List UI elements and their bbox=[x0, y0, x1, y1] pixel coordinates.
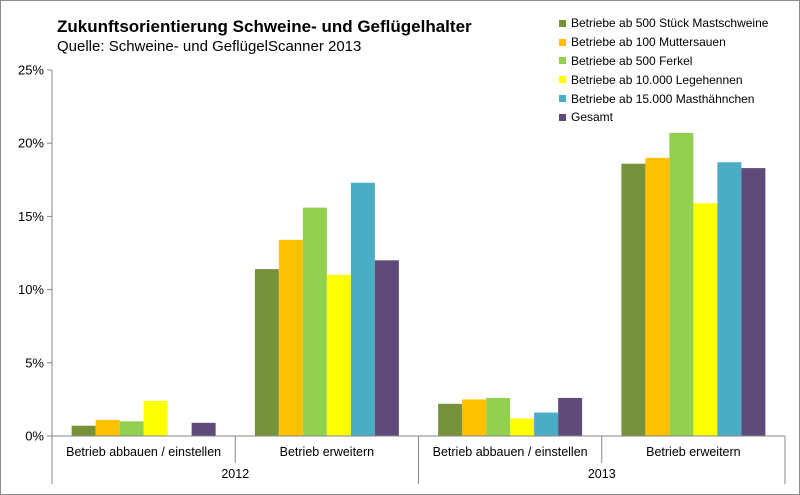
y-tick-label: 5% bbox=[25, 355, 44, 370]
legend-label: Betriebe ab 100 Muttersauen bbox=[571, 35, 726, 50]
legend-label: Betriebe ab 15.000 Masthähnchen bbox=[571, 91, 755, 106]
x-category-label: Betrieb erweitern bbox=[280, 445, 375, 459]
legend-swatch bbox=[559, 19, 566, 27]
legend-swatch bbox=[559, 95, 566, 103]
bar-6-1 bbox=[191, 422, 216, 436]
y-tick-label: 0% bbox=[25, 429, 44, 444]
legend: Betriebe ab 500 Stück Mastschweine Betrie… bbox=[559, 14, 768, 127]
bar-6-3 bbox=[558, 397, 583, 436]
x-category-label: Betrieb abbauen / einstellen bbox=[66, 445, 221, 459]
bar-2-3 bbox=[462, 399, 487, 436]
bar-3-2 bbox=[302, 207, 327, 436]
chart-subtitle: Quelle: Schweine- und GeflügelScanner 20… bbox=[57, 38, 362, 55]
bar-1-3 bbox=[438, 403, 463, 436]
bar-1-2 bbox=[254, 269, 279, 436]
bar-4-3 bbox=[510, 418, 535, 436]
bar-3-4 bbox=[669, 132, 694, 436]
bar-4-4 bbox=[693, 203, 718, 436]
legend-swatch bbox=[559, 76, 566, 84]
y-tick-label: 15% bbox=[18, 209, 44, 224]
bar-5-4 bbox=[717, 162, 742, 436]
bar-4-2 bbox=[326, 274, 351, 436]
y-tick-label: 20% bbox=[18, 136, 44, 151]
y-tick-label: 10% bbox=[18, 282, 44, 297]
legend-item: Betriebe ab 15.000 Masthähnchen bbox=[559, 89, 768, 108]
bar-3-1 bbox=[119, 421, 144, 436]
chart-title: Zukunftsorientierung Schweine- und Geflü… bbox=[57, 17, 472, 36]
bar-4-1 bbox=[143, 400, 168, 436]
x-category-label: Betrieb abbauen / einstellen bbox=[433, 445, 588, 459]
x-group-label: 2012 bbox=[221, 467, 249, 481]
bar-2-1 bbox=[95, 419, 120, 436]
bar-1-1 bbox=[71, 425, 96, 436]
bar-6-4 bbox=[741, 168, 766, 436]
legend-item: Gesamt bbox=[559, 108, 768, 127]
legend-label: Betriebe ab 10.000 Legehennen bbox=[571, 72, 743, 87]
bar-1-4 bbox=[621, 163, 646, 437]
bar-5-3 bbox=[534, 412, 559, 436]
legend-item: Betriebe ab 10.000 Legehennen bbox=[559, 70, 768, 89]
legend-item: Betriebe ab 500 Stück Mastschweine bbox=[559, 14, 768, 33]
legend-item: Betriebe ab 500 Ferkel bbox=[559, 52, 768, 71]
y-tick-label: 25% bbox=[18, 63, 44, 78]
legend-swatch bbox=[559, 113, 566, 121]
bar-5-2 bbox=[350, 182, 375, 436]
x-group-label: 2013 bbox=[588, 467, 616, 481]
bar-3-3 bbox=[486, 397, 511, 436]
bar-2-4 bbox=[645, 157, 670, 436]
legend-label: Betriebe ab 500 Stück Mastschweine bbox=[571, 16, 769, 31]
legend-swatch bbox=[559, 57, 566, 65]
bar-2-2 bbox=[278, 239, 303, 436]
x-category-label: Betrieb erweitern bbox=[646, 445, 741, 459]
legend-item: Betriebe ab 100 Muttersauen bbox=[559, 33, 768, 52]
bar-6-2 bbox=[374, 260, 399, 436]
legend-label: Gesamt bbox=[571, 110, 614, 125]
legend-label: Betriebe ab 500 Ferkel bbox=[571, 53, 693, 68]
legend-swatch bbox=[559, 38, 566, 46]
